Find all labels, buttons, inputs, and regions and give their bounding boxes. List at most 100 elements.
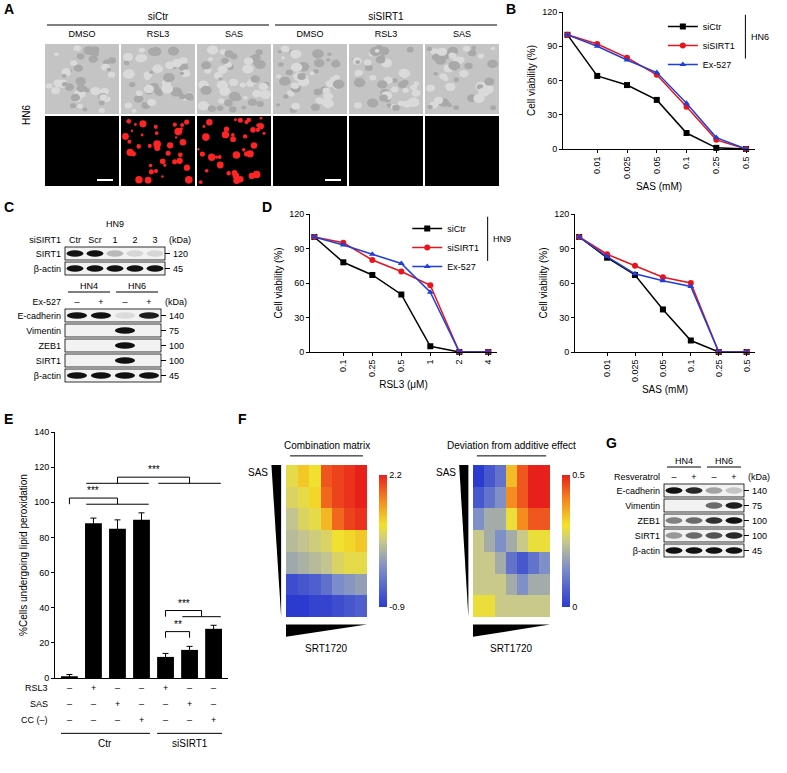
- svg-text:HN6: HN6: [21, 105, 32, 125]
- svg-text:Ex-527: Ex-527: [32, 297, 61, 307]
- svg-text:140: 140: [34, 427, 49, 437]
- svg-text:60: 60: [547, 76, 557, 86]
- svg-text:60: 60: [39, 568, 49, 578]
- svg-text:Deviation from additive effect: Deviation from additive effect: [447, 440, 576, 451]
- svg-text:0: 0: [299, 347, 304, 357]
- svg-text:siSIRT1: siSIRT1: [29, 235, 61, 245]
- svg-text:Combination matrix: Combination matrix: [284, 440, 370, 451]
- svg-text:–: –: [91, 715, 96, 725]
- svg-text:2: 2: [454, 360, 464, 365]
- svg-text:30: 30: [559, 313, 569, 323]
- svg-text:β-actin: β-actin: [34, 264, 61, 274]
- svg-text:HN9: HN9: [106, 219, 124, 229]
- svg-text:ZEB1: ZEB1: [38, 341, 61, 351]
- svg-text:SAS: SAS: [248, 467, 268, 478]
- svg-text:–: –: [163, 715, 168, 725]
- svg-text:+: +: [98, 297, 103, 307]
- svg-text:100: 100: [752, 516, 767, 526]
- svg-text:–: –: [115, 715, 120, 725]
- svg-text:Ex-527: Ex-527: [447, 262, 476, 272]
- svg-text:30: 30: [547, 110, 557, 120]
- svg-text:2.2: 2.2: [389, 470, 402, 480]
- svg-text:0.25: 0.25: [367, 360, 377, 378]
- svg-text:1: 1: [425, 360, 435, 365]
- svg-text:60: 60: [294, 278, 304, 288]
- svg-text:120: 120: [173, 249, 188, 259]
- svg-text:4: 4: [483, 360, 493, 365]
- svg-text:RSL3: RSL3: [375, 29, 398, 39]
- svg-text:100: 100: [34, 497, 49, 507]
- svg-text:G: G: [606, 435, 617, 451]
- svg-text:–: –: [74, 297, 79, 307]
- svg-text:%Cells undergoing lipid peroxi: %Cells undergoing lipid peroxidation: [18, 474, 29, 636]
- svg-text:0.5: 0.5: [742, 360, 752, 373]
- svg-text:0.01: 0.01: [592, 157, 602, 175]
- svg-text:siCtr: siCtr: [148, 11, 169, 22]
- svg-text:+: +: [115, 699, 120, 709]
- svg-text:SIRT1: SIRT1: [635, 531, 660, 541]
- svg-text:HN6: HN6: [128, 281, 146, 291]
- svg-text:SIRT1: SIRT1: [36, 249, 61, 259]
- svg-text:+: +: [139, 715, 144, 725]
- svg-text:30: 30: [294, 313, 304, 323]
- svg-text:140: 140: [169, 311, 184, 321]
- svg-text:Ctr: Ctr: [98, 738, 112, 749]
- svg-text:Scr: Scr: [88, 235, 102, 245]
- svg-text:75: 75: [169, 326, 179, 336]
- svg-text:SAS (mM): SAS (mM): [636, 181, 682, 192]
- svg-text:0.1: 0.1: [681, 157, 691, 170]
- svg-text:90: 90: [559, 244, 569, 254]
- svg-text:(kDa): (kDa): [748, 472, 770, 482]
- svg-text:+: +: [91, 683, 96, 693]
- svg-text:0.025: 0.025: [622, 157, 632, 180]
- svg-text:B: B: [506, 1, 516, 17]
- svg-text:CC (–): CC (–): [21, 715, 48, 725]
- svg-text:F: F: [238, 411, 247, 427]
- svg-text:–: –: [711, 472, 716, 482]
- svg-text:SAS: SAS: [225, 29, 243, 39]
- svg-text:SRT1720: SRT1720: [490, 643, 533, 654]
- svg-text:–: –: [115, 683, 120, 693]
- svg-text:0: 0: [552, 144, 557, 154]
- svg-text:0.05: 0.05: [652, 157, 662, 175]
- svg-text:β-actin: β-actin: [34, 371, 61, 381]
- svg-text:–: –: [91, 699, 96, 709]
- svg-text:Ex-527: Ex-527: [703, 60, 732, 70]
- svg-text:siCtr: siCtr: [447, 224, 466, 234]
- svg-text:(kDa): (kDa): [169, 235, 191, 245]
- svg-text:–: –: [139, 699, 144, 709]
- svg-text:0.05: 0.05: [658, 360, 668, 378]
- svg-text:1: 1: [112, 235, 117, 245]
- svg-text:C: C: [4, 199, 14, 215]
- svg-text:3: 3: [152, 235, 157, 245]
- svg-text:0.01: 0.01: [602, 360, 612, 378]
- svg-text:HN6: HN6: [751, 32, 769, 42]
- svg-text:β-actin: β-actin: [633, 546, 660, 556]
- svg-text:+: +: [691, 472, 696, 482]
- svg-text:+: +: [211, 715, 216, 725]
- svg-text:120: 120: [34, 462, 49, 472]
- svg-text:–: –: [187, 715, 192, 725]
- svg-text:SIRT1: SIRT1: [36, 356, 61, 366]
- svg-text:20: 20: [39, 638, 49, 648]
- svg-text:RSL3 (μM): RSL3 (μM): [379, 379, 428, 390]
- svg-text:Resveratrol: Resveratrol: [614, 472, 660, 482]
- svg-text:A: A: [4, 1, 14, 17]
- svg-text:45: 45: [173, 264, 183, 274]
- svg-text:E-cadherin: E-cadherin: [17, 311, 61, 321]
- svg-text:siSIRT1: siSIRT1: [703, 41, 735, 51]
- svg-text:120: 120: [542, 7, 557, 17]
- svg-text:RSL3: RSL3: [25, 683, 48, 693]
- svg-text:Vimentin: Vimentin: [26, 326, 61, 336]
- svg-text:–: –: [67, 715, 72, 725]
- svg-text:SAS: SAS: [30, 699, 48, 709]
- svg-text:Ctr: Ctr: [69, 235, 81, 245]
- svg-text:0.25: 0.25: [714, 360, 724, 378]
- svg-text:siCtr: siCtr: [703, 22, 722, 32]
- svg-text:0: 0: [564, 347, 569, 357]
- svg-text:45: 45: [752, 546, 762, 556]
- svg-text:40: 40: [39, 603, 49, 613]
- svg-text:100: 100: [169, 341, 184, 351]
- svg-text:80: 80: [39, 533, 49, 543]
- svg-text:HN4: HN4: [675, 456, 693, 466]
